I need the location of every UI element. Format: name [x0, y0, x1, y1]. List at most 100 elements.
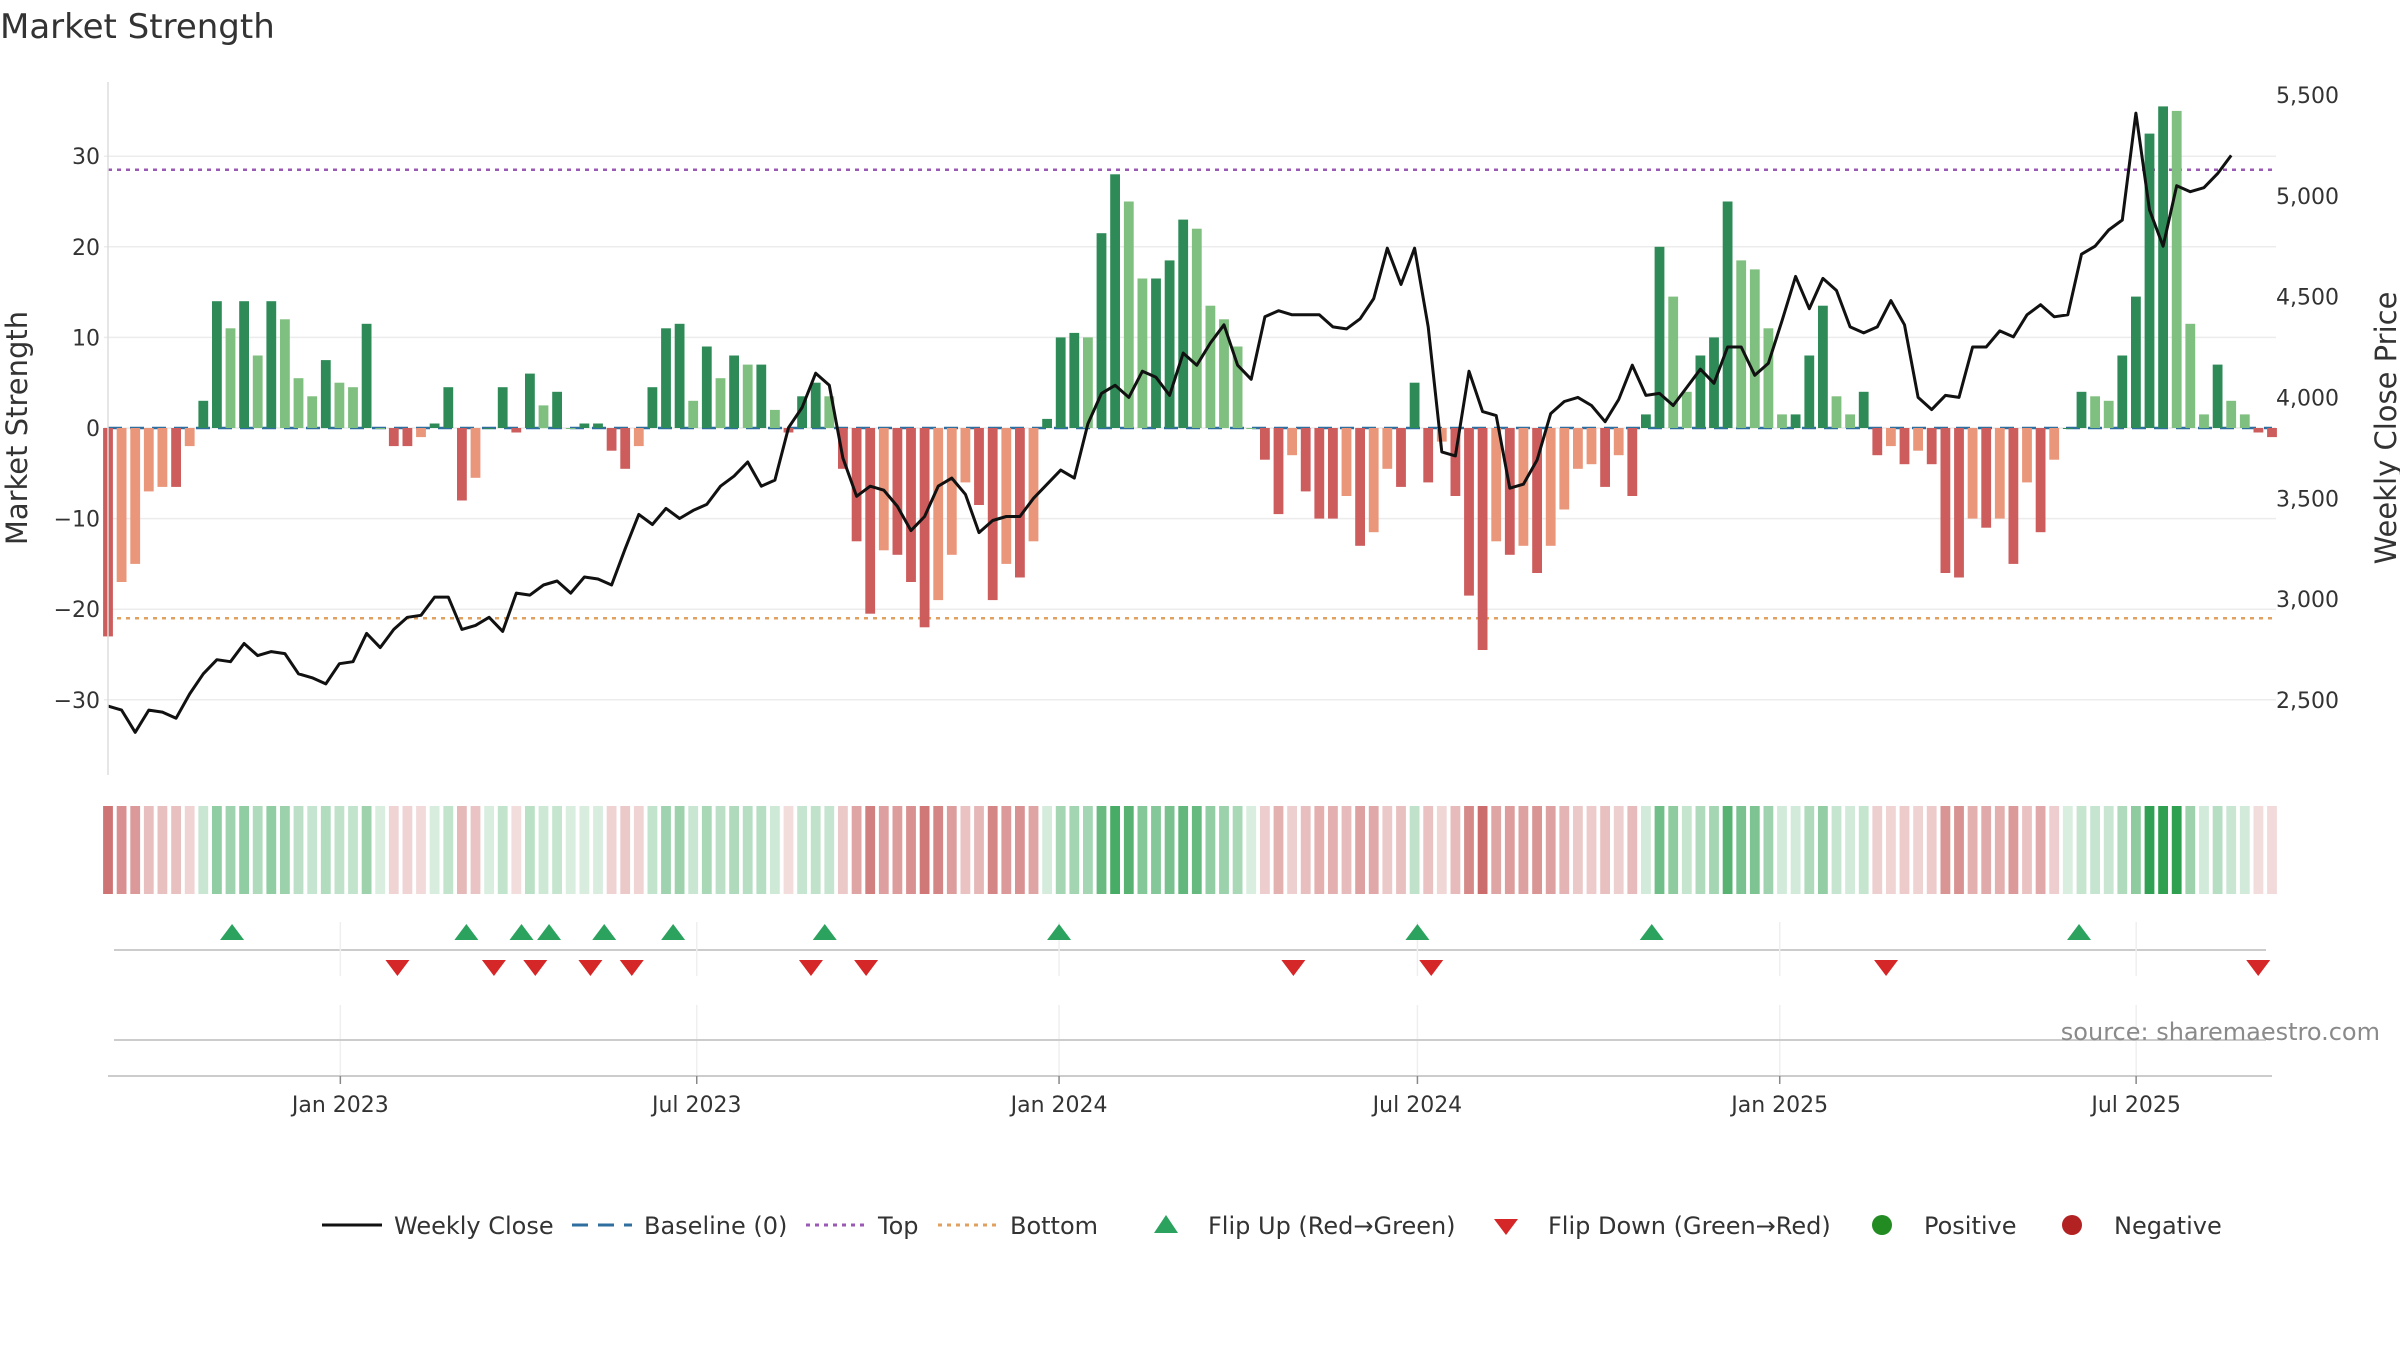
- flip-up-marker-5: [661, 924, 686, 940]
- strip-cell-73: [1096, 806, 1107, 894]
- strength-bar-74: [1110, 174, 1120, 428]
- flip-down-marker-2: [523, 960, 548, 976]
- strength-bar-64: [974, 428, 984, 505]
- flip-up-marker-4: [592, 924, 617, 940]
- strength-bar-28: [484, 428, 494, 429]
- strength-bar-73: [1096, 233, 1107, 428]
- strength-bar-46: [729, 355, 739, 428]
- x-tick-label-3: Jul 2024: [1371, 1093, 1463, 1118]
- strip-cell-96: [1409, 806, 1420, 894]
- strip-cell-82: [1219, 806, 1229, 894]
- strength-bar-120: [1736, 260, 1747, 428]
- strip-cell-92: [1355, 806, 1365, 894]
- strength-bar-158: [2253, 428, 2264, 433]
- strength-bar-116: [1681, 391, 1692, 428]
- strength-bar-37: [606, 428, 617, 451]
- strength-bar-69: [1042, 418, 1052, 428]
- strip-cell-113: [1641, 806, 1651, 894]
- strength-bar-60: [919, 428, 930, 628]
- strip-cell-117: [1695, 806, 1706, 894]
- strength-bar-95: [1396, 428, 1406, 487]
- x-tick-label-5: Jul 2025: [2089, 1093, 2181, 1118]
- strength-bar-5: [171, 428, 181, 487]
- strength-bar-119: [1722, 201, 1733, 428]
- strip-cell-97: [1423, 806, 1434, 894]
- strip-cell-133: [1913, 806, 1923, 894]
- strip-cell-46: [729, 806, 739, 894]
- strip-cell-13: [280, 806, 290, 894]
- strip-cell-22: [402, 806, 413, 894]
- legend-item-7: Negative: [2062, 1212, 2222, 1240]
- strength-bar-93: [1368, 428, 1379, 533]
- strength-bar-129: [1858, 391, 1869, 428]
- strength-bar-99: [1450, 428, 1461, 496]
- strength-bar-157: [2239, 414, 2250, 428]
- strip-cell-21: [388, 806, 399, 894]
- strength-bar-131: [1886, 428, 1896, 447]
- strength-bar-153: [2185, 323, 2196, 428]
- strength-bar-112: [1627, 428, 1638, 496]
- strip-cell-146: [2090, 806, 2100, 894]
- strength-bar-113: [1641, 414, 1651, 428]
- strip-cell-63: [960, 806, 971, 894]
- strength-bar-88: [1300, 428, 1311, 492]
- strength-heat-strip: [103, 806, 2277, 894]
- strength-bar-103: [1504, 428, 1515, 555]
- strength-bar-54: [838, 428, 848, 469]
- y-tick-right-0: 2,500: [2276, 689, 2339, 714]
- strip-cell-37: [606, 806, 617, 894]
- y-tick-left-2: −10: [54, 508, 100, 533]
- flip-up-marker-10: [2067, 924, 2092, 940]
- strength-bar-130: [1872, 428, 1883, 456]
- strength-bar-141: [2022, 428, 2032, 483]
- strip-cell-30: [511, 806, 522, 894]
- strip-cell-93: [1368, 806, 1379, 894]
- strip-cell-149: [2131, 806, 2141, 894]
- y-tick-left-3: 0: [86, 417, 100, 442]
- strength-bar-97: [1423, 428, 1434, 483]
- strip-cell-53: [824, 806, 835, 894]
- strip-cell-34: [565, 806, 576, 894]
- strip-cell-55: [851, 806, 862, 894]
- strength-bar-49: [770, 409, 780, 428]
- strip-cell-140: [2008, 806, 2019, 894]
- strength-bar-56: [865, 428, 876, 614]
- strength-bar-9: [225, 328, 236, 428]
- strength-bar-39: [633, 428, 644, 447]
- strip-cell-109: [1586, 806, 1597, 894]
- strength-bar-67: [1015, 428, 1025, 578]
- strip-cell-36: [593, 806, 603, 894]
- strength-bar-117: [1695, 355, 1706, 428]
- strip-cell-128: [1845, 806, 1855, 894]
- strip-cell-45: [715, 806, 726, 894]
- strength-bar-6: [184, 428, 195, 447]
- strip-cell-147: [2103, 806, 2114, 894]
- x-tick-label-0: Jan 2023: [290, 1093, 389, 1118]
- strip-cell-98: [1436, 806, 1447, 894]
- strength-bar-84: [1246, 428, 1257, 429]
- strength-bar-33: [552, 391, 562, 428]
- strip-cell-72: [1083, 806, 1093, 894]
- strip-cell-99: [1450, 806, 1461, 894]
- strip-cell-94: [1382, 806, 1393, 894]
- strip-cell-61: [933, 806, 944, 894]
- flip-down-marker-9: [1874, 960, 1899, 976]
- strip-cell-144: [2062, 806, 2073, 894]
- strength-bar-144: [2062, 428, 2073, 429]
- strength-bar-109: [1586, 428, 1597, 465]
- strength-bar-61: [933, 428, 944, 601]
- flip-down-marker-7: [1281, 960, 1306, 976]
- strip-cell-81: [1205, 806, 1216, 894]
- y-axis-title-right: Weekly Close Price: [2369, 292, 2400, 565]
- strip-cell-49: [770, 806, 780, 894]
- strength-bar-137: [1967, 428, 1978, 519]
- flip-up-marker-2: [509, 924, 534, 940]
- strength-bar-26: [457, 428, 467, 501]
- y-tick-left-1: −20: [54, 598, 100, 623]
- strength-bar-83: [1232, 346, 1243, 428]
- flip-down-marker-10: [2246, 960, 2271, 976]
- flip-up-marker-7: [1047, 924, 1072, 940]
- strip-cell-145: [2076, 806, 2087, 894]
- strip-cell-129: [1858, 806, 1869, 894]
- strip-cell-42: [674, 806, 685, 894]
